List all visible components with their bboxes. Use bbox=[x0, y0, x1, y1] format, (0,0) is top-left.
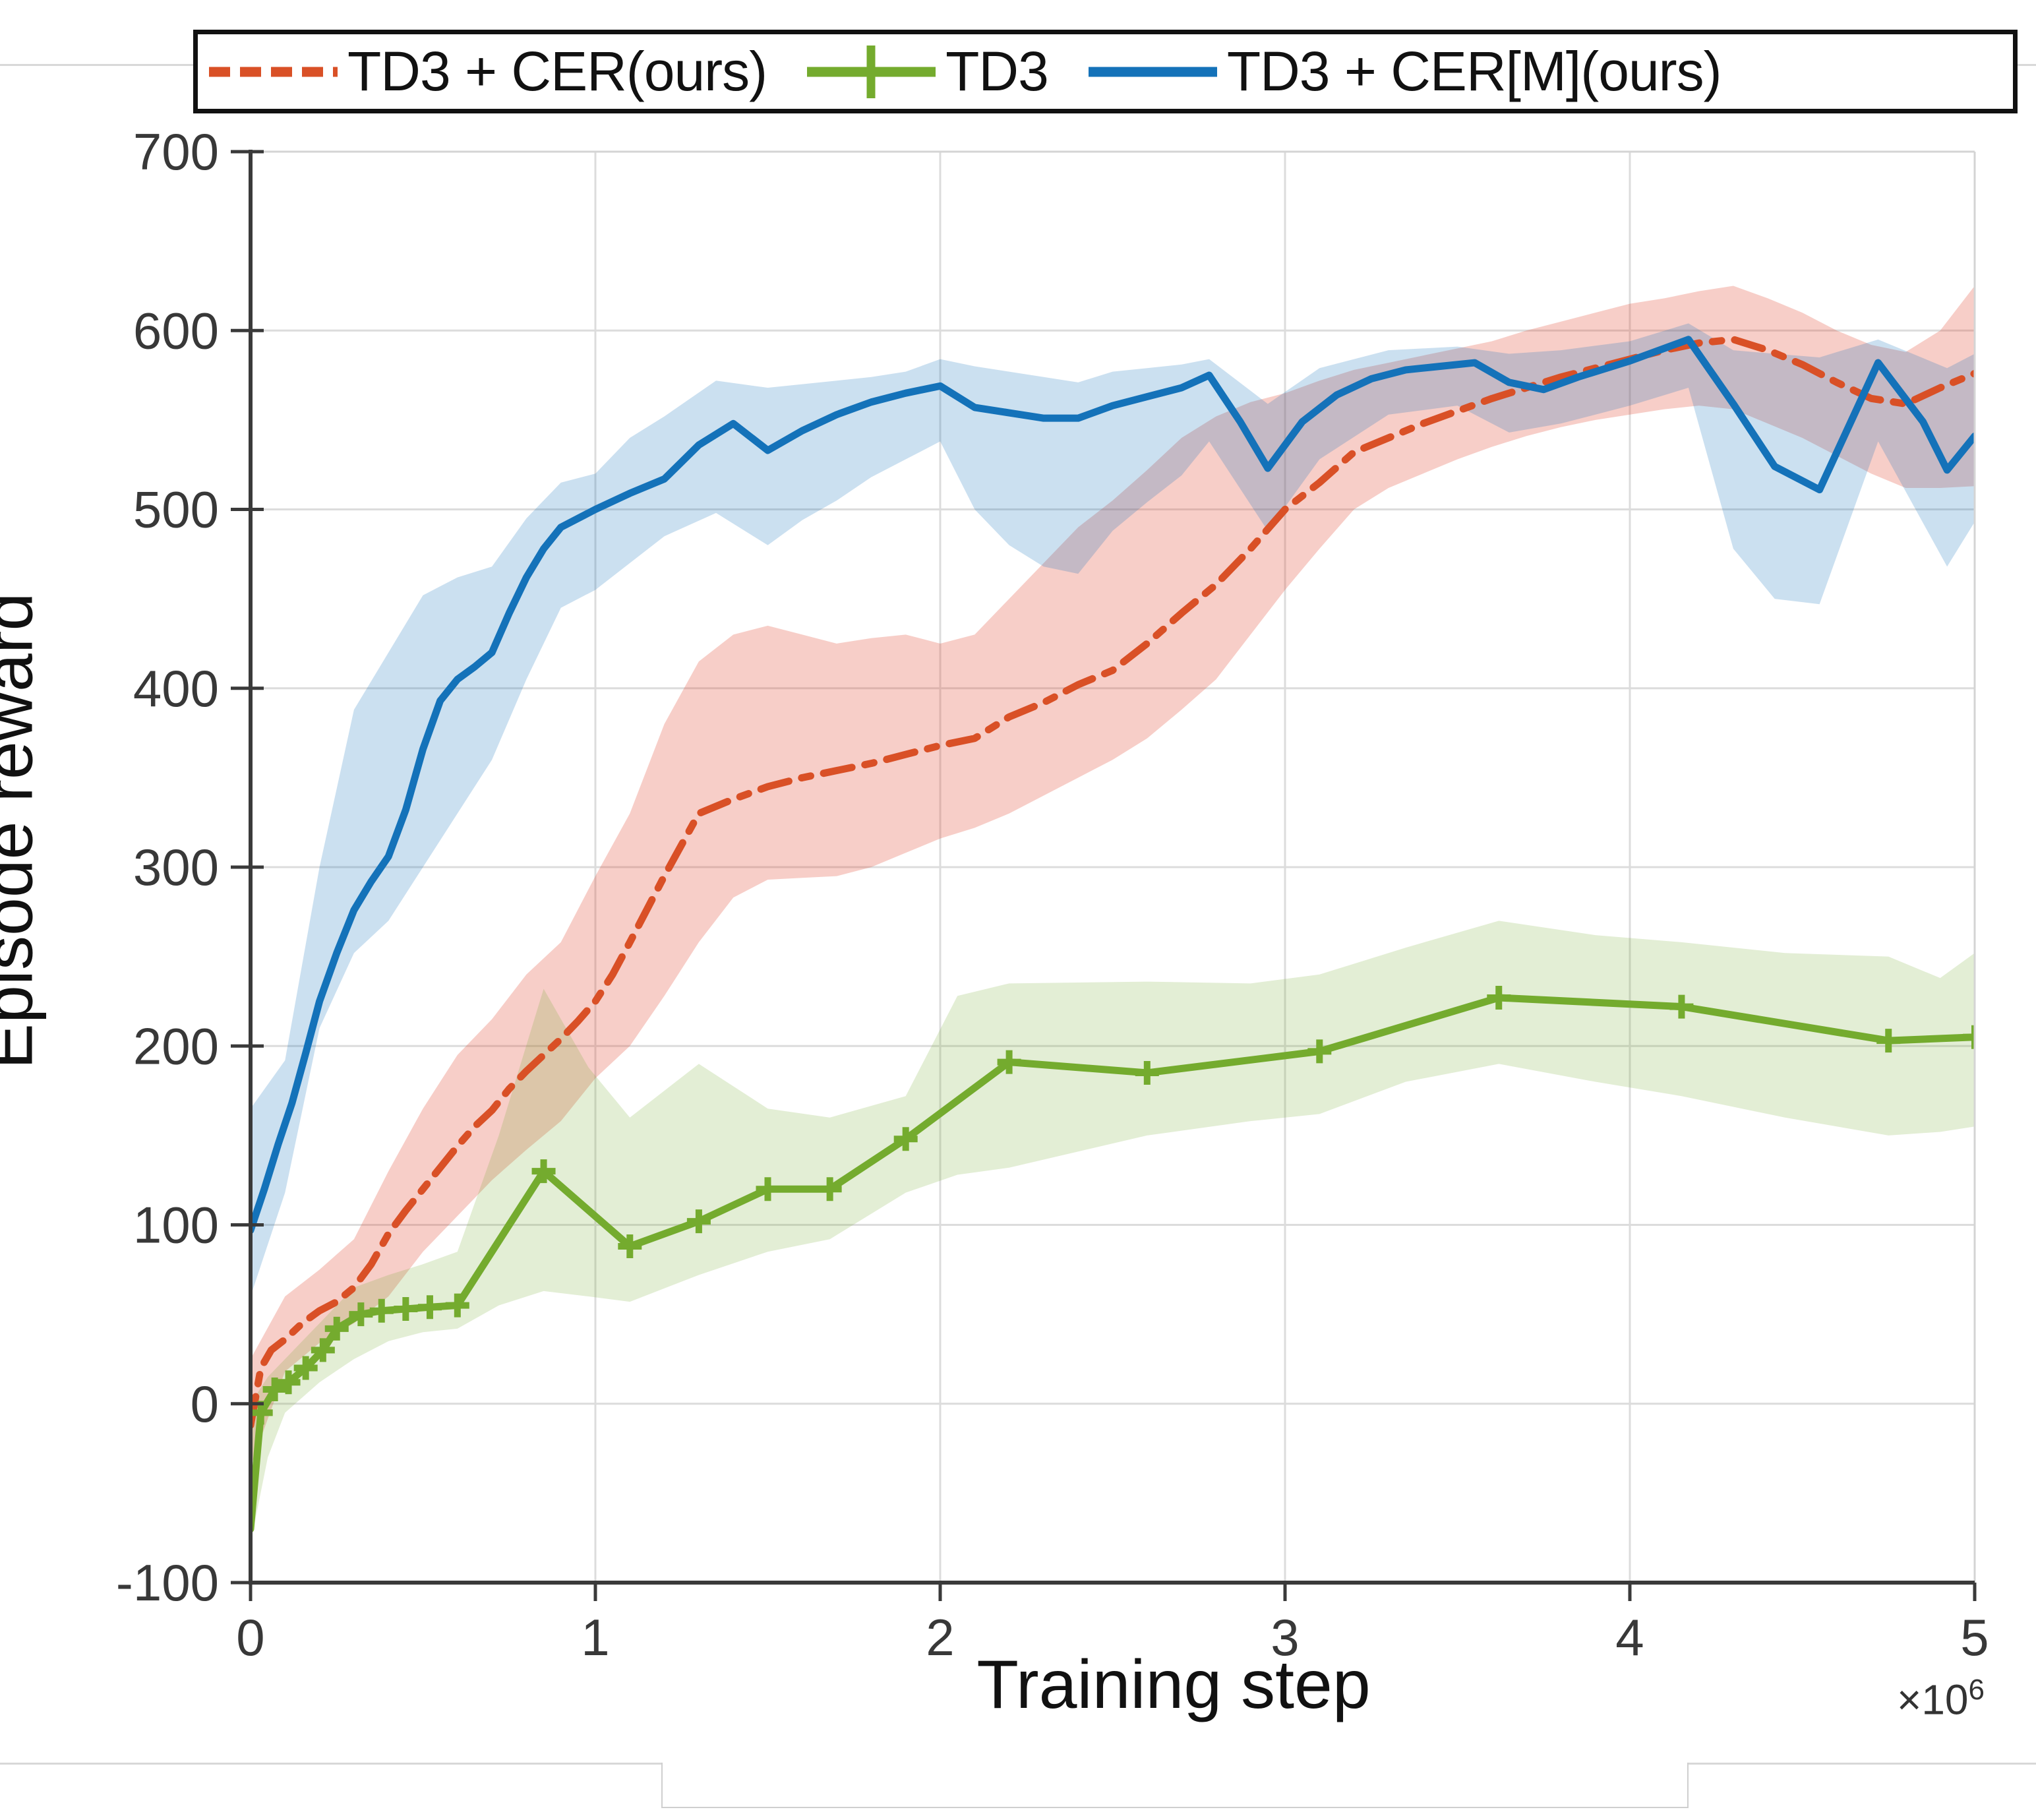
confidence-band bbox=[251, 286, 1975, 1467]
y-tick-label: -100 bbox=[116, 1554, 219, 1612]
x-tick-label: 1 bbox=[581, 1608, 609, 1666]
legend-label: TD3 + CER[M](ours) bbox=[1226, 40, 1722, 102]
legend-label: TD3 + CER(ours) bbox=[347, 40, 767, 102]
plus-marker bbox=[293, 1356, 318, 1380]
solid-line-icon bbox=[1088, 67, 1217, 76]
plus-marker bbox=[262, 1378, 287, 1402]
y-tick-label: 300 bbox=[133, 838, 219, 896]
y-tick-label: 200 bbox=[133, 1017, 219, 1075]
plus-marker bbox=[1135, 1060, 1159, 1085]
plus-marker bbox=[818, 1177, 842, 1201]
legend-item-td3-cer-m: TD3 + CER[M](ours) bbox=[1085, 40, 1722, 104]
plus-marker bbox=[618, 1234, 642, 1259]
plus-marker bbox=[531, 1159, 556, 1184]
series-line bbox=[251, 336, 1975, 1234]
plus-marker bbox=[1487, 986, 1511, 1010]
legend: TD3 + CER(ours) TD3 TD3 + CER[M](ours) bbox=[193, 30, 2018, 113]
plus-marker bbox=[349, 1302, 373, 1327]
x-axis-label: Training step bbox=[976, 1647, 1371, 1723]
dashdot-line-icon bbox=[209, 67, 338, 76]
x-tick-label: 4 bbox=[1615, 1608, 1644, 1666]
plus-marker-line-icon bbox=[807, 45, 936, 98]
plus-marker bbox=[394, 1296, 418, 1321]
plus-marker bbox=[324, 1316, 349, 1341]
plus-marker bbox=[997, 1050, 1021, 1074]
plus-marker bbox=[1307, 1039, 1332, 1064]
plus-marker bbox=[893, 1127, 918, 1151]
legend-label: TD3 bbox=[945, 40, 1049, 102]
y-tick-label: 500 bbox=[133, 481, 219, 539]
plus-marker bbox=[686, 1209, 711, 1234]
confidence-band bbox=[251, 921, 1975, 1544]
plus-marker bbox=[1876, 1029, 1901, 1053]
plus-marker bbox=[311, 1338, 335, 1362]
plus-marker bbox=[369, 1298, 394, 1323]
x-axis-multiplier: ×106 bbox=[1826, 1674, 1985, 1724]
legend-item-td3: TD3 bbox=[804, 39, 1049, 105]
y-tick-label: 100 bbox=[133, 1196, 219, 1254]
y-axis-label: Episode reward bbox=[0, 592, 47, 1070]
x-tick-label: 5 bbox=[1960, 1608, 1989, 1666]
plot-data-area bbox=[251, 286, 1975, 1544]
xlabel-background-box bbox=[661, 1763, 1689, 1808]
multiplier-exponent: 6 bbox=[1968, 1674, 1985, 1706]
confidence-band bbox=[251, 323, 1975, 1296]
plus-marker bbox=[756, 1177, 780, 1201]
x-tick-label: 3 bbox=[1271, 1608, 1299, 1666]
y-tick-label: 0 bbox=[191, 1375, 219, 1433]
plus-marker bbox=[445, 1293, 469, 1318]
y-tick-label: 400 bbox=[133, 659, 219, 717]
y-tick-label: 600 bbox=[133, 301, 219, 359]
x-tick-label: 0 bbox=[236, 1608, 264, 1666]
plus-marker bbox=[417, 1295, 442, 1320]
multiplier-base: ×10 bbox=[1896, 1676, 1969, 1724]
x-tick-label: 2 bbox=[926, 1608, 954, 1666]
plus-marker bbox=[276, 1370, 301, 1395]
plus-marker bbox=[1963, 1025, 1975, 1049]
plus-marker bbox=[1669, 994, 1694, 1019]
legend-item-td3-cer: TD3 + CER(ours) bbox=[206, 40, 767, 104]
y-tick-label: 700 bbox=[133, 123, 219, 181]
